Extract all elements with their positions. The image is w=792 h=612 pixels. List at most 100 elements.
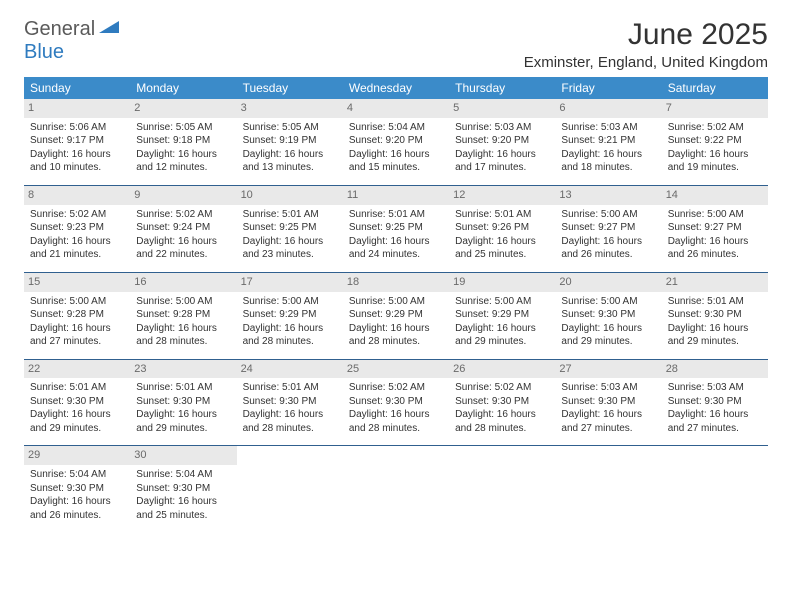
day-number: 3 [237,99,343,118]
day-cell: 28 Sunrise: 5:03 AMSunset: 9:30 PMDayligh… [662,360,768,446]
week-row: 8Sunrise: 5:02 AMSunset: 9:23 PMDaylight… [24,186,768,272]
week-row: 15Sunrise: 5:00 AMSunset: 9:28 PMDayligh… [24,273,768,359]
day-line: Sunrise: 5:04 AM [136,468,230,482]
day-cell [449,446,555,532]
day-line: and 26 minutes. [30,509,124,523]
day-line: and 26 minutes. [668,248,762,262]
day-line: Sunset: 9:30 PM [136,482,230,496]
day-number: 26 [449,360,555,379]
day-cell: 7Sunrise: 5:02 AMSunset: 9:22 PMDaylight… [662,99,768,185]
day-cell: 16Sunrise: 5:00 AMSunset: 9:28 PMDayligh… [130,273,236,359]
day-line: Sunset: 9:29 PM [455,308,549,322]
day-line: Daylight: 16 hours [30,495,124,509]
day-cell: 10Sunrise: 5:01 AMSunset: 9:25 PMDayligh… [237,186,343,272]
day-line: Daylight: 16 hours [668,235,762,249]
day-line: Sunrise: 5:01 AM [349,208,443,222]
day-line: Daylight: 16 hours [561,322,655,336]
day-line: Sunrise: 5:01 AM [30,381,124,395]
weekday-header: Monday [130,77,236,99]
day-cell: 17Sunrise: 5:00 AMSunset: 9:29 PMDayligh… [237,273,343,359]
day-cell: 25Sunrise: 5:02 AMSunset: 9:30 PMDayligh… [343,360,449,446]
day-number: 28 [662,360,768,379]
day-number: 9 [130,186,236,205]
day-line: Daylight: 16 hours [243,148,337,162]
day-line: Sunset: 9:30 PM [30,395,124,409]
day-cell [662,446,768,532]
week-row: 22Sunrise: 5:01 AMSunset: 9:30 PMDayligh… [24,360,768,446]
weekday-header-row: Sunday Monday Tuesday Wednesday Thursday… [24,77,768,99]
day-line: Sunrise: 5:00 AM [30,295,124,309]
day-number: 15 [24,273,130,292]
weekday-header: Wednesday [343,77,449,99]
day-line: and 28 minutes. [243,335,337,349]
day-line: Sunrise: 5:03 AM [668,381,762,395]
day-cell: 20Sunrise: 5:00 AMSunset: 9:30 PMDayligh… [555,273,661,359]
day-line: and 25 minutes. [455,248,549,262]
title-block: June 2025 Exminster, England, United Kin… [524,18,768,71]
day-line: Sunset: 9:30 PM [30,482,124,496]
day-line: Sunset: 9:24 PM [136,221,230,235]
day-line: Sunrise: 5:02 AM [30,208,124,222]
day-line: Daylight: 16 hours [561,408,655,422]
day-line: Sunrise: 5:05 AM [136,121,230,135]
logo-word1: General [24,18,95,40]
day-cell: 2Sunrise: 5:05 AMSunset: 9:18 PMDaylight… [130,99,236,185]
day-line: Daylight: 16 hours [136,495,230,509]
day-line: Sunset: 9:20 PM [349,134,443,148]
day-line: Sunset: 9:30 PM [349,395,443,409]
day-cell: 8Sunrise: 5:02 AMSunset: 9:23 PMDaylight… [24,186,130,272]
day-line: and 28 minutes. [136,335,230,349]
day-number: 24 [237,360,343,379]
day-line: Daylight: 16 hours [455,322,549,336]
day-line: Sunset: 9:30 PM [243,395,337,409]
day-line: and 17 minutes. [455,161,549,175]
week-row: 29Sunrise: 5:04 AMSunset: 9:30 PMDayligh… [24,446,768,532]
day-line: Daylight: 16 hours [349,322,443,336]
day-line: Sunrise: 5:01 AM [136,381,230,395]
day-line: Sunrise: 5:03 AM [561,381,655,395]
day-line: Daylight: 16 hours [30,235,124,249]
day-line: Daylight: 16 hours [243,322,337,336]
day-line: and 28 minutes. [349,422,443,436]
logo-word2: Blue [24,41,64,63]
day-number: 17 [237,273,343,292]
day-line: Daylight: 16 hours [455,408,549,422]
day-cell: 30Sunrise: 5:04 AMSunset: 9:30 PMDayligh… [130,446,236,532]
day-line: and 21 minutes. [30,248,124,262]
day-number: 12 [449,186,555,205]
day-line: Daylight: 16 hours [30,322,124,336]
day-line: Sunrise: 5:00 AM [561,295,655,309]
day-line: Sunrise: 5:00 AM [136,295,230,309]
day-number: 29 [24,446,130,465]
weekday-header: Thursday [449,77,555,99]
day-line: Daylight: 16 hours [349,148,443,162]
day-line: Sunset: 9:27 PM [668,221,762,235]
day-line: Sunrise: 5:02 AM [455,381,549,395]
day-number: 21 [662,273,768,292]
calendar-table: Sunday Monday Tuesday Wednesday Thursday… [24,77,768,532]
day-cell: 24Sunrise: 5:01 AMSunset: 9:30 PMDayligh… [237,360,343,446]
day-line: Daylight: 16 hours [561,148,655,162]
header: General Blue June 2025 Exminster, Englan… [24,18,768,71]
day-line: Sunrise: 5:04 AM [349,121,443,135]
day-line: Sunset: 9:30 PM [668,395,762,409]
day-line: and 18 minutes. [561,161,655,175]
day-line: Sunrise: 5:02 AM [349,381,443,395]
day-cell: 23Sunrise: 5:01 AMSunset: 9:30 PMDayligh… [130,360,236,446]
day-line: Sunset: 9:28 PM [30,308,124,322]
day-cell [555,446,661,532]
day-line: Daylight: 16 hours [30,148,124,162]
day-line: and 29 minutes. [561,335,655,349]
day-line: and 28 minutes. [349,335,443,349]
day-line: Daylight: 16 hours [668,408,762,422]
day-number: 13 [555,186,661,205]
day-number: 23 [130,360,236,379]
day-number: 6 [555,99,661,118]
day-line: and 13 minutes. [243,161,337,175]
day-line: Daylight: 16 hours [30,408,124,422]
day-line: Sunset: 9:21 PM [561,134,655,148]
day-line: and 27 minutes. [668,422,762,436]
day-number: 8 [24,186,130,205]
day-line: Sunset: 9:25 PM [349,221,443,235]
day-cell: 4Sunrise: 5:04 AMSunset: 9:20 PMDaylight… [343,99,449,185]
